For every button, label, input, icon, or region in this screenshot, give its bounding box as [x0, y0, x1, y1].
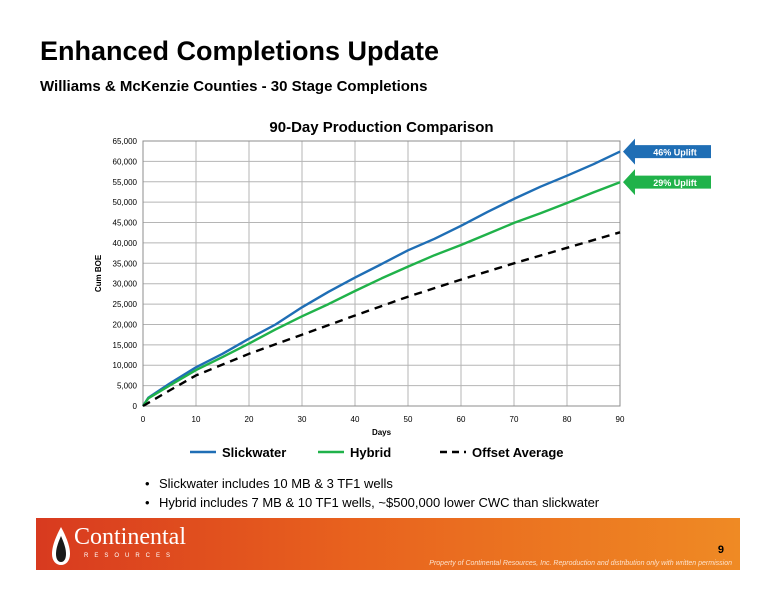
- x-tick-label: 80: [563, 415, 572, 424]
- slide-title: Enhanced Completions Update: [40, 36, 440, 66]
- logo-subtext: RESOURCES: [84, 553, 177, 559]
- x-tick-label: 0: [141, 415, 146, 424]
- logo-text: Continental: [74, 524, 186, 550]
- uplift-arrow: [623, 138, 711, 165]
- x-tick-label: 50: [404, 415, 413, 424]
- uplift-arrow: [623, 169, 711, 196]
- footer-band: Continental RESOURCES 9 Property of Cont…: [36, 518, 740, 570]
- x-tick-label: 10: [192, 415, 201, 424]
- series-line-offset-average: [142, 231, 621, 408]
- x-tick-label: 30: [298, 415, 307, 424]
- y-tick-label: 45,000: [113, 219, 138, 228]
- y-tick-label: 10,000: [113, 361, 138, 370]
- x-axis-label: Days: [372, 428, 392, 437]
- uplift-label: 29% Uplift: [653, 178, 697, 188]
- y-tick-label: 25,000: [113, 300, 138, 309]
- x-tick-label: 20: [245, 415, 254, 424]
- x-tick-label: 40: [351, 415, 360, 424]
- slide-subtitle: Williams & McKenzie Counties - 30 Stage …: [40, 78, 428, 95]
- y-tick-label: 60,000: [113, 157, 138, 166]
- x-tick-label: 70: [510, 415, 519, 424]
- legend-item: Offset Average: [472, 445, 564, 460]
- uplift-label: 46% Uplift: [653, 148, 697, 158]
- y-tick-label: 15,000: [113, 341, 138, 350]
- chart-title: 90-Day Production Comparison: [269, 119, 493, 136]
- y-axis-label: Cum BOE: [94, 254, 103, 292]
- y-tick-label: 5,000: [117, 382, 138, 391]
- continental-logo: Continental RESOURCES: [50, 524, 220, 566]
- series-line-hybrid: [142, 181, 621, 407]
- legend-item: Hybrid: [350, 445, 391, 460]
- y-tick-label: 55,000: [113, 178, 138, 187]
- y-tick-label: 40,000: [113, 239, 138, 248]
- plot-border: [142, 140, 621, 407]
- x-tick-label: 60: [457, 415, 466, 424]
- y-tick-label: 65,000: [113, 137, 138, 146]
- y-tick-label: 0: [133, 402, 138, 411]
- footer-note: Property of Continental Resources, Inc. …: [429, 560, 732, 567]
- y-tick-label: 30,000: [113, 280, 138, 289]
- notes-list: Slickwater includes 10 MB & 3 TF1 wells …: [145, 474, 599, 512]
- x-tick-label: 90: [616, 415, 625, 424]
- y-tick-label: 50,000: [113, 198, 138, 207]
- page-number: 9: [717, 544, 724, 556]
- series-line-slickwater: [141, 150, 621, 407]
- y-tick-label: 20,000: [113, 320, 138, 329]
- y-tick-label: 35,000: [113, 259, 138, 268]
- legend-item: Slickwater: [222, 445, 286, 460]
- oil-drop-icon: [52, 527, 70, 565]
- note-hybrid: Hybrid includes 7 MB & 10 TF1 wells, ~$5…: [145, 493, 599, 512]
- production-chart: 90-Day Production Comparison 0 5,000 10,000…: [94, 119, 711, 460]
- note-slickwater: Slickwater includes 10 MB & 3 TF1 wells: [145, 474, 599, 493]
